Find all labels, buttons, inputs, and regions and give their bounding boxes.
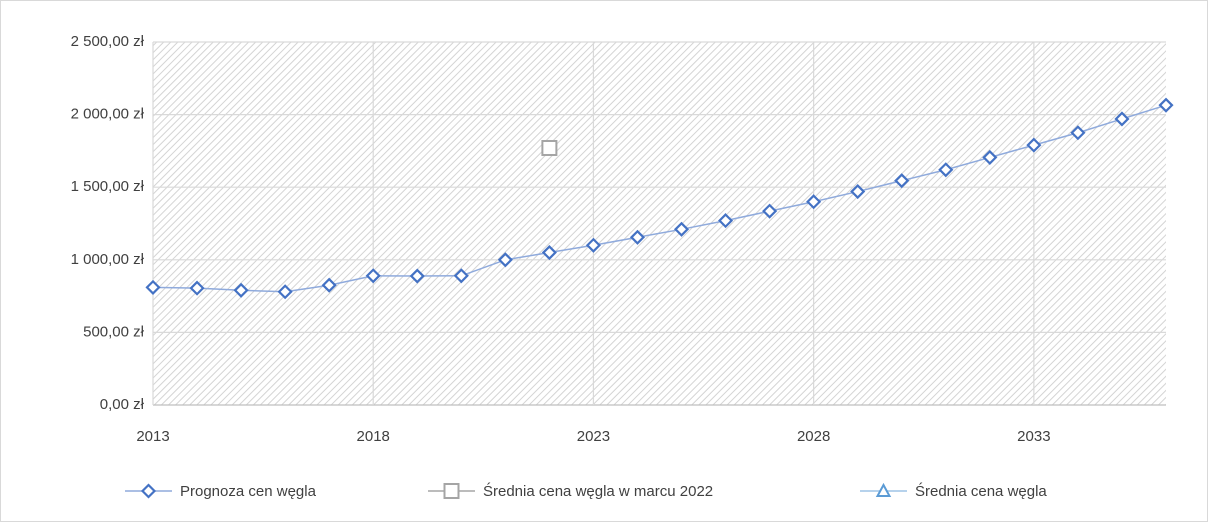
marker: [762, 203, 778, 219]
y-tick-label: 2 500,00 zł: [71, 33, 145, 50]
marker: [321, 277, 337, 293]
y-tick-label: 0,00 zł: [100, 396, 145, 413]
marker: [233, 282, 249, 298]
marker: [365, 268, 381, 284]
marker: [1026, 137, 1042, 153]
legend-label: Średnia cena węgla: [915, 482, 1047, 500]
marker: [1158, 97, 1174, 113]
marker: [585, 237, 601, 253]
marker: [718, 213, 734, 229]
marker: [850, 184, 866, 200]
marker: [1070, 125, 1086, 141]
y-tick-label: 1 500,00 zł: [71, 178, 145, 195]
y-tick-label: 1 000,00 zł: [71, 251, 145, 268]
marker: [497, 252, 513, 268]
marker: [189, 280, 205, 296]
x-tick-label: 2028: [797, 428, 830, 445]
x-tick-label: 2013: [136, 428, 169, 445]
marker: [894, 173, 910, 189]
marker: [629, 229, 646, 245]
y-tick-label: 2 000,00 zł: [71, 106, 145, 123]
marker: [673, 221, 690, 237]
marker: [806, 194, 822, 210]
legend-marker: [443, 483, 460, 499]
series-line: [152, 104, 1167, 293]
plot-area: [153, 42, 1166, 405]
marker: [541, 139, 558, 156]
x-tick-label: 2033: [1017, 428, 1050, 445]
legend-marker: [875, 482, 892, 497]
marker: [277, 284, 293, 300]
marker: [938, 162, 954, 178]
x-tick-label: 2023: [577, 428, 610, 445]
marker: [541, 244, 557, 261]
y-tick-label: 500,00 zł: [83, 323, 145, 340]
x-tick-label: 2018: [357, 428, 390, 445]
marker: [453, 268, 469, 284]
legend-label: Prognoza cen węgla: [180, 483, 317, 500]
legend-marker: [140, 483, 157, 499]
legend-label: Średnia cena węgla w marcu 2022: [483, 482, 713, 500]
marker: [409, 268, 425, 284]
marker: [982, 149, 998, 165]
marker: [145, 279, 161, 295]
marker: [1114, 111, 1130, 127]
